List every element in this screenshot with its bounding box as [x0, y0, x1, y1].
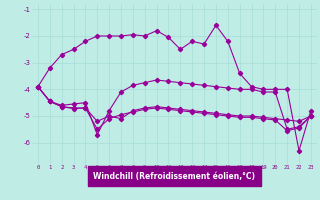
X-axis label: Windchill (Refroidissement éolien,°C): Windchill (Refroidissement éolien,°C): [93, 172, 255, 181]
